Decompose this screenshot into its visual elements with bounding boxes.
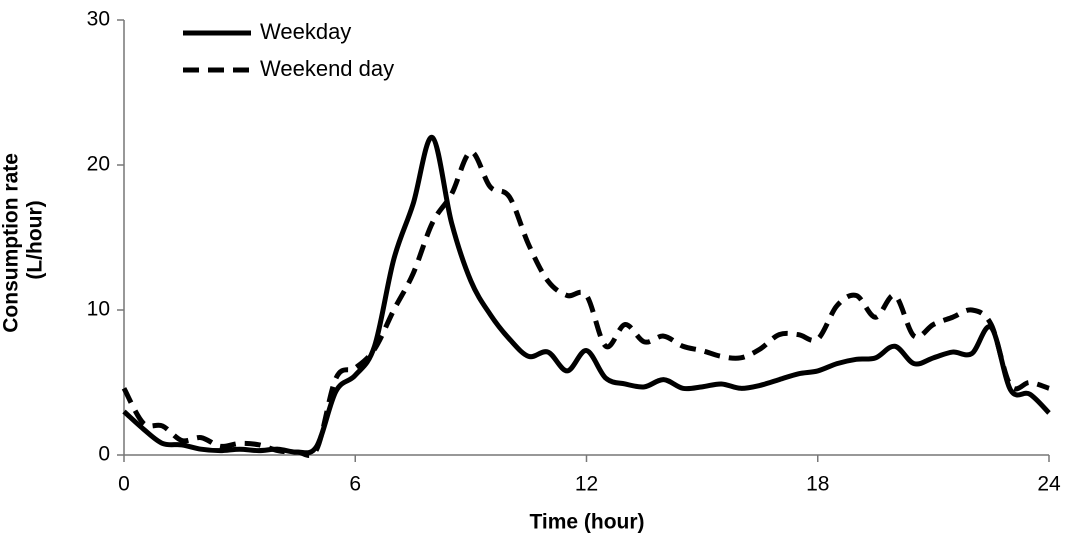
y-tick-label: 20 <box>87 153 110 176</box>
x-tick-label: 0 <box>118 473 130 496</box>
x-tick-label: 24 <box>1037 473 1061 496</box>
x-tick-label: 6 <box>349 473 361 496</box>
y-axis-title: Consumption rate (L/hour) <box>0 147 46 333</box>
series-line <box>121 149 1050 458</box>
series-line <box>122 134 1051 456</box>
x-tick-label: 12 <box>575 473 598 496</box>
x-tick-label: 18 <box>806 473 829 496</box>
y-tick-label: 30 <box>87 8 110 31</box>
y-axis-title-line: (L/hour) <box>23 200 46 279</box>
legend-label: Weekday <box>260 19 351 44</box>
y-axis-title-line: Consumption rate <box>0 153 22 333</box>
legend-label: Weekend day <box>260 56 394 81</box>
y-tick-label: 10 <box>87 298 110 321</box>
x-axis-title: Time (hour) <box>529 511 644 534</box>
y-tick-label: 0 <box>98 443 110 466</box>
